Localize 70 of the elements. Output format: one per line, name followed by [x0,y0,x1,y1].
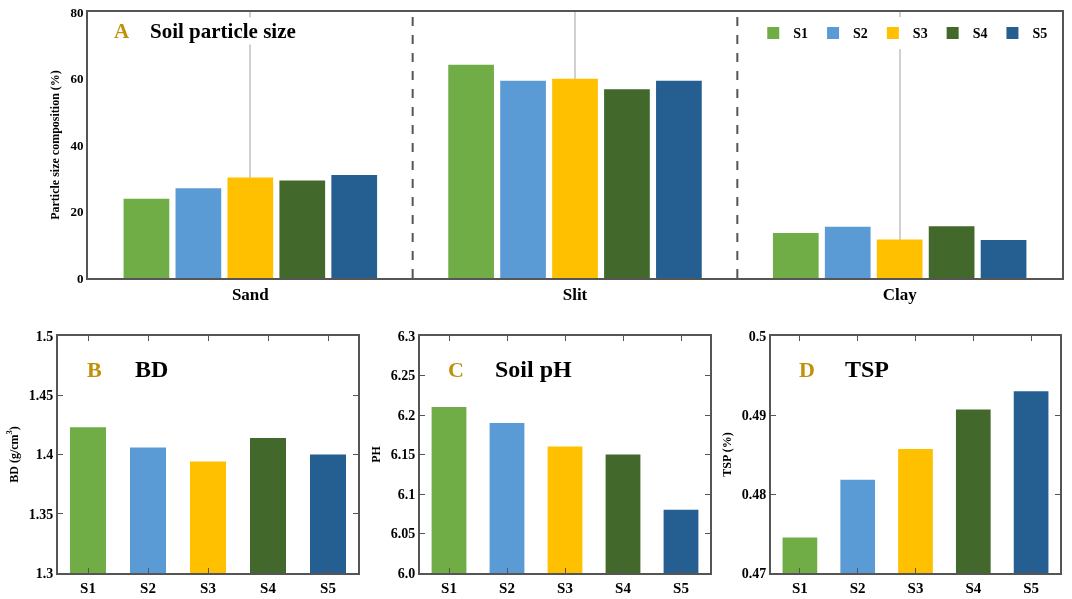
x-tick-label: S3 [200,580,216,596]
y-tick-label: 0.5 [748,328,767,344]
x-tick-label: S4 [615,580,632,596]
annotation: A [114,19,130,43]
legend-label: S5 [1032,26,1048,42]
text: BD [135,356,169,382]
y-tick-label: 6.0 [397,565,416,581]
annotation: D [799,357,815,382]
x-tick-label: Slit [562,285,588,305]
bar [331,174,378,278]
x-tick-label: S3 [907,580,924,596]
x-tick-label: S4 [260,580,277,596]
y-tick-label: 6.3 [397,328,416,344]
x-tick-label: S5 [1023,580,1040,596]
bar [227,177,274,278]
y-tick-label: 1.4 [35,447,54,463]
x-tick-label: S1 [791,580,808,596]
x-tick-label: S3 [557,580,573,596]
x-tick-label: S5 [673,580,689,596]
y-tick-label: 0.47 [741,565,767,581]
legend-label: S1 [793,26,809,42]
x-tick-label: S1 [80,580,96,596]
y-axis-title: TSP (%) [719,432,734,477]
y-tick-label: 20 [70,204,84,220]
x-tick-label: S2 [140,580,156,596]
bar [552,78,598,278]
y-tick-label: 1.45 [28,388,54,404]
text: Soil pH [495,356,573,382]
bar [279,180,326,278]
bar [448,64,494,278]
y-tick-label: 1.5 [35,328,54,344]
x-tick-label: S2 [849,580,866,596]
bar [123,198,170,278]
text: TSP [845,356,890,382]
y-axis-title: PH [368,445,383,463]
bar [980,240,1027,278]
x-tick-label: S2 [499,580,515,596]
legend-label: S3 [912,26,928,42]
y-tick-label: 6.1 [397,486,416,502]
chart-title: Soil particle size [150,19,296,43]
y-tick-label: 1.3 [35,565,54,581]
x-tick-label: S1 [441,580,457,596]
bar [772,233,819,278]
bar [604,89,650,278]
x-tick-label: Sand [231,285,270,305]
y-tick-label: 6.15 [390,447,416,463]
bar [824,226,871,278]
y-tick-label: 6.05 [390,526,416,542]
y-tick-label: 0.48 [741,486,767,502]
y-tick-label: 60 [70,71,84,87]
y-tick-label: 40 [70,137,84,153]
annotation: C [448,357,464,382]
y-tick-label: 0.49 [741,407,767,423]
x-tick-label: S4 [965,580,982,596]
x-tick-label: Clay [882,285,918,305]
x-tick-label: S5 [320,580,336,596]
bar [928,226,975,278]
y-axis-title: Particle size composition (%) [48,70,63,220]
legend-label: S2 [853,26,868,42]
bar [500,80,546,278]
y-tick-label: 0 [76,270,84,286]
y-tick-label: 80 [70,4,84,20]
annotation: B [87,357,102,382]
bar [876,239,923,278]
bar [656,80,702,278]
legend-label: S4 [972,26,988,42]
y-tick-label: 6.25 [390,368,416,384]
y-tick-label: 6.2 [397,407,416,423]
y-tick-label: 1.35 [28,506,54,522]
bar [175,188,222,278]
